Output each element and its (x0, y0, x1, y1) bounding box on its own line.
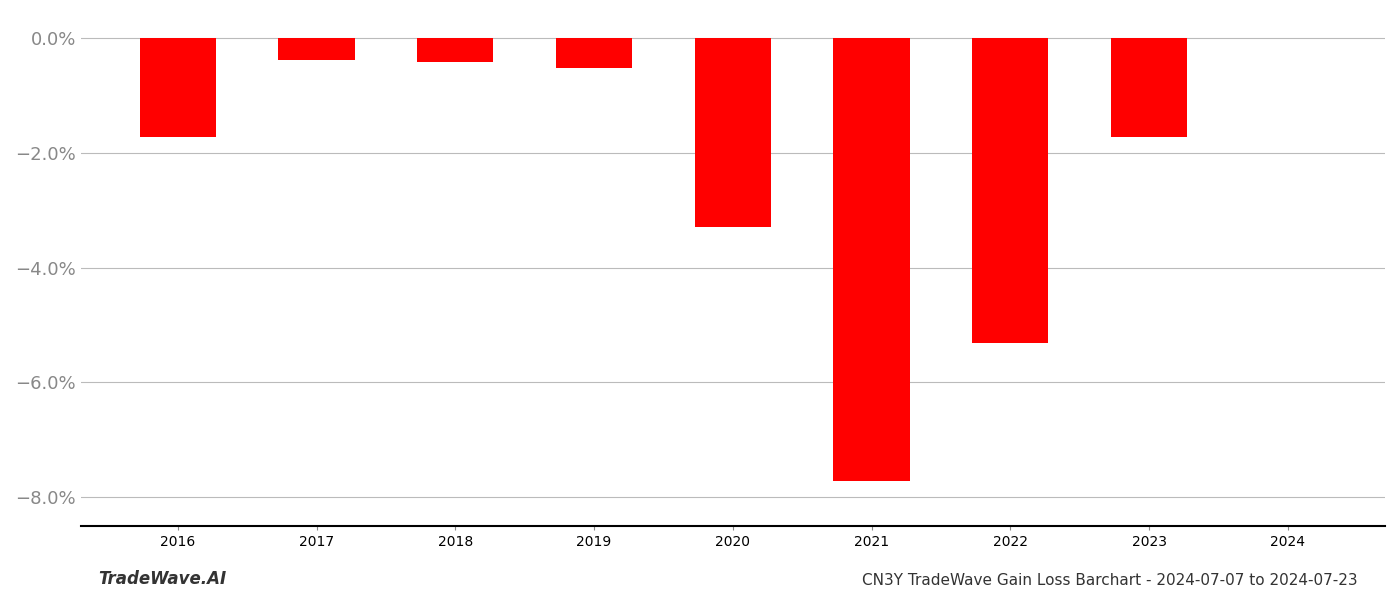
Bar (694, 38, 771, 227)
Bar (140, 38, 216, 137)
Bar (1112, 38, 1187, 137)
Bar (279, 38, 354, 60)
Bar (556, 38, 633, 68)
Text: TradeWave.AI: TradeWave.AI (98, 570, 227, 588)
Text: CN3Y TradeWave Gain Loss Barchart - 2024-07-07 to 2024-07-23: CN3Y TradeWave Gain Loss Barchart - 2024… (862, 573, 1358, 588)
Bar (972, 38, 1049, 343)
Bar (833, 38, 910, 481)
Bar (417, 38, 493, 62)
